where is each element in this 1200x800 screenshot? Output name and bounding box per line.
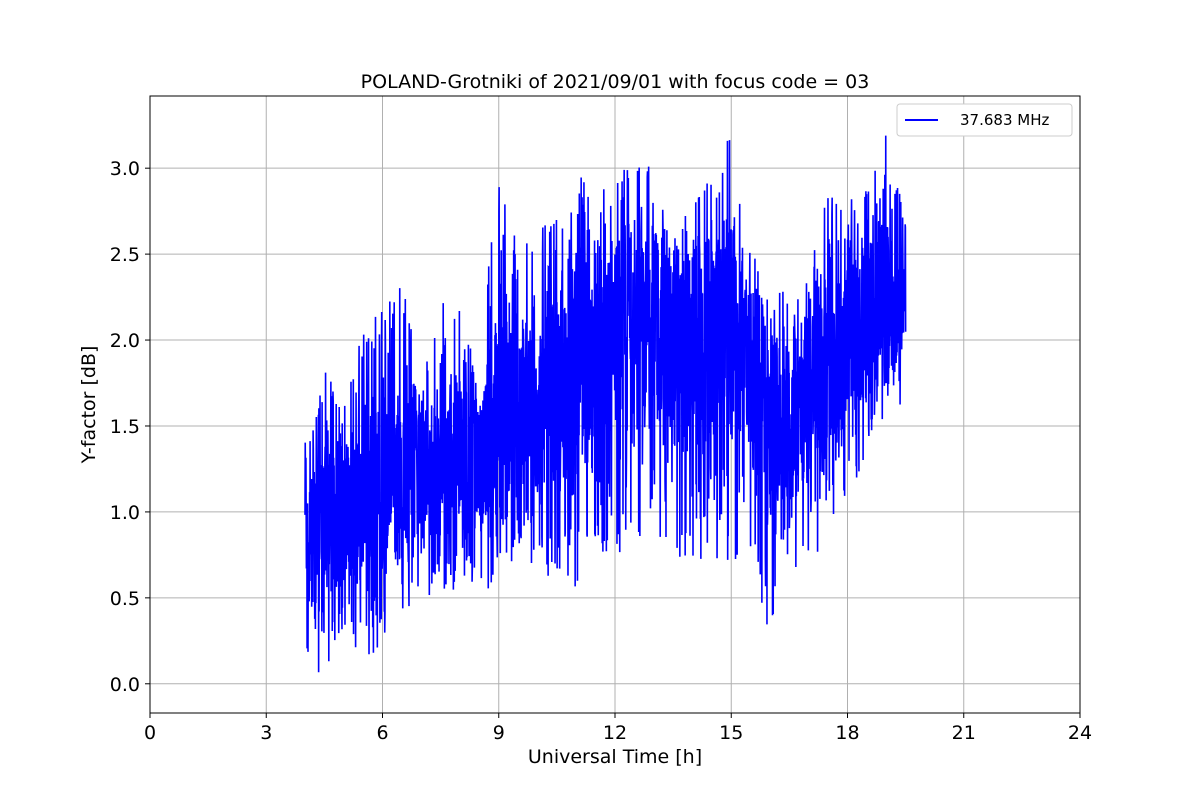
- plot-series: [304, 135, 907, 673]
- y-axis-ticks: 0.0 0.5 1.0 1.5 2.0 2.5 3.0: [110, 158, 150, 696]
- x-tick-label: 12: [603, 722, 627, 744]
- y-tick-label: 1.5: [110, 416, 140, 438]
- x-tick-label: 15: [719, 722, 743, 744]
- x-axis-label: Universal Time [h]: [528, 746, 702, 768]
- legend-box: [896, 103, 1073, 137]
- y-tick-label: 0.0: [110, 674, 140, 696]
- y-tick-label: 3.0: [110, 158, 140, 180]
- y-tick-label: 1.0: [110, 502, 140, 524]
- x-axis-ticks: 0 3 6 9 12 15 18 21 24: [144, 713, 1092, 744]
- series-line-37-683-mhz: [304, 135, 907, 673]
- x-tick-label: 18: [835, 722, 859, 744]
- y-tick-label: 2.0: [110, 330, 140, 352]
- x-tick-label: 3: [260, 722, 272, 744]
- x-tick-label: 6: [376, 722, 388, 744]
- legend-label: 37.683 MHz: [960, 111, 1049, 129]
- x-tick-label: 21: [952, 722, 976, 744]
- chart-title: POLAND-Grotniki of 2021/09/01 with focus…: [361, 71, 870, 93]
- x-tick-label: 9: [493, 722, 505, 744]
- y-tick-label: 2.5: [110, 244, 140, 266]
- y-tick-label: 0.5: [110, 588, 140, 610]
- x-tick-label: 24: [1068, 722, 1092, 744]
- legend: 37.683 MHz: [896, 103, 1073, 137]
- x-tick-label: 0: [144, 722, 156, 744]
- y-axis-label: Y-factor [dB]: [78, 346, 100, 465]
